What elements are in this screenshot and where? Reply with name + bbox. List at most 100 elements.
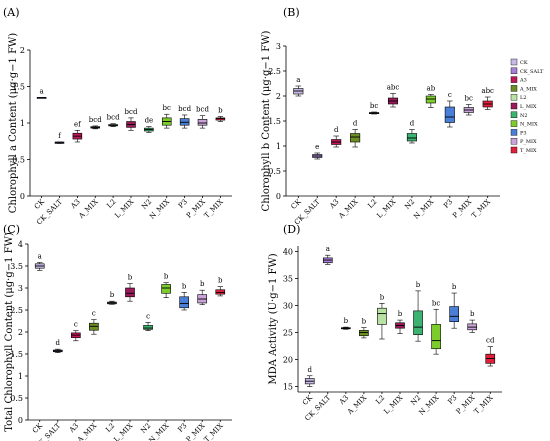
- box-body: [161, 284, 171, 294]
- box-ck: d: [304, 366, 315, 387]
- y-axis-title: Chlorophyll a Content (μg·g−1 FW): [8, 33, 19, 214]
- box-a-mix: b: [359, 318, 369, 339]
- significance-letter: b: [344, 317, 349, 325]
- y-tick-label: 0: [18, 416, 23, 425]
- y-tick-label: 1.5: [268, 117, 281, 126]
- significance-letter: a: [38, 252, 42, 260]
- box-n-mix: bc: [431, 299, 441, 355]
- box-l-mix: abc: [387, 84, 400, 108]
- x-tick-label: T_MIX: [203, 198, 225, 220]
- significance-letter: bcd: [196, 106, 209, 114]
- box-t-mix: cd: [485, 337, 496, 367]
- significance-letter: b: [470, 310, 475, 318]
- box-body: [197, 119, 208, 126]
- x-tick-label: CK: [301, 393, 315, 407]
- y-axis-title: MDA Activity (U·g−1 FW): [268, 253, 279, 384]
- box-body: [413, 310, 423, 335]
- legend-label: CK_SALT: [520, 69, 544, 75]
- significance-letter: bc: [370, 102, 378, 110]
- y-tick-label: 2.5: [10, 306, 23, 315]
- significance-letter: abc: [387, 84, 400, 92]
- panel-label: (C): [3, 223, 20, 236]
- x-tick-label: N2: [140, 198, 153, 211]
- box-ck-salt: a: [322, 245, 333, 265]
- y-tick-label: 20: [283, 356, 293, 365]
- box-t-mix: b: [215, 277, 226, 297]
- x-tick-label: N2: [139, 422, 152, 435]
- box-t-mix: b: [215, 106, 226, 122]
- box-p-mix: bcd: [196, 106, 209, 129]
- box-ck-salt: f: [54, 132, 65, 144]
- x-tick-label: P_MIX: [185, 198, 207, 220]
- x-tick-label: A3: [67, 422, 80, 435]
- legend-swatch: [510, 146, 518, 154]
- significance-letter: b: [128, 274, 133, 282]
- box-p3: b: [449, 283, 459, 329]
- box-n2: c: [143, 312, 153, 331]
- box-body: [359, 330, 369, 337]
- y-tick-label: 35: [283, 274, 293, 283]
- legend-label: CK: [520, 60, 528, 66]
- legend-item: A3: [510, 76, 527, 84]
- y-tick-label: 3.5: [10, 262, 23, 271]
- y-tick-label: 0.5: [12, 156, 25, 165]
- box-p3: bcd: [178, 105, 192, 129]
- y-tick-label: 0: [20, 192, 25, 201]
- x-tick-label: T_MIX: [470, 198, 492, 220]
- y-tick-label: 40: [283, 247, 293, 256]
- y-axis-title: Total Chlorophyll Content (μg·g−1 FW): [4, 232, 15, 432]
- y-tick-label: 25: [283, 329, 293, 338]
- significance-letter: bcd: [107, 114, 120, 122]
- y-tick-label: 2: [20, 46, 25, 55]
- panel-label: (A): [3, 6, 20, 19]
- x-tick-label: A_MIX: [77, 198, 100, 221]
- x-tick-label: L_MIX: [375, 198, 397, 220]
- x-tick-label: CK: [290, 197, 304, 211]
- y-tick-label: 3: [18, 284, 23, 293]
- box-a-mix: bcd: [89, 116, 102, 130]
- box-l-mix: bcd: [125, 108, 138, 131]
- legend-item: P_MIX: [510, 137, 537, 145]
- y-tick-label: 1: [18, 372, 23, 381]
- legend-item: L_MIX: [510, 102, 537, 110]
- legend-item: L2: [510, 93, 527, 101]
- box-ck-salt: d: [52, 339, 63, 353]
- x-tick-label: N_MIX: [418, 394, 441, 417]
- significance-letter: bc: [432, 299, 440, 307]
- significance-letter: c: [146, 312, 150, 320]
- x-tick-label: T_MIX: [203, 422, 225, 441]
- box-n-mix: bc: [161, 104, 172, 129]
- y-tick-label: 2: [276, 92, 281, 101]
- legend-label: P3: [520, 130, 527, 136]
- box-body: [143, 325, 153, 330]
- panel-d: (D) 15 20 25 30 35 40 MDA Activity (U·g−1 FW) d a…: [268, 223, 502, 423]
- x-tick-label: N2: [403, 198, 416, 211]
- significance-letter: a: [296, 76, 300, 84]
- x-tick-label: CK: [33, 197, 47, 211]
- legend-swatch: [510, 111, 518, 119]
- y-tick-label: 15: [283, 383, 293, 392]
- box-l2: bcd: [107, 114, 120, 127]
- significance-letter: b: [452, 283, 457, 291]
- box-l2: b: [107, 291, 117, 305]
- significance-letter: ab: [427, 85, 436, 93]
- significance-letter: b: [200, 280, 205, 288]
- x-tick-label: T_MIX: [473, 394, 495, 416]
- significance-letter: b: [182, 282, 187, 290]
- box-a3: ef: [72, 120, 82, 143]
- legend-swatch: [510, 76, 518, 83]
- box-ck-salt: e: [312, 143, 323, 160]
- legend-swatch: [510, 85, 518, 92]
- legend-item: N2: [510, 111, 528, 119]
- y-tick-label: 1: [276, 142, 281, 151]
- significance-letter: bcd: [89, 116, 102, 124]
- significance-letter: bcd: [178, 105, 191, 113]
- x-tick-label: A_MIX: [75, 422, 98, 441]
- box-p3: b: [179, 282, 189, 311]
- significance-letter: c: [448, 91, 452, 99]
- x-tick-label: CK: [31, 421, 45, 435]
- box-a3: d: [331, 126, 342, 148]
- y-tick-label: 0: [276, 192, 281, 201]
- x-tick-label: L2: [104, 422, 116, 434]
- legend-swatch: [510, 58, 518, 66]
